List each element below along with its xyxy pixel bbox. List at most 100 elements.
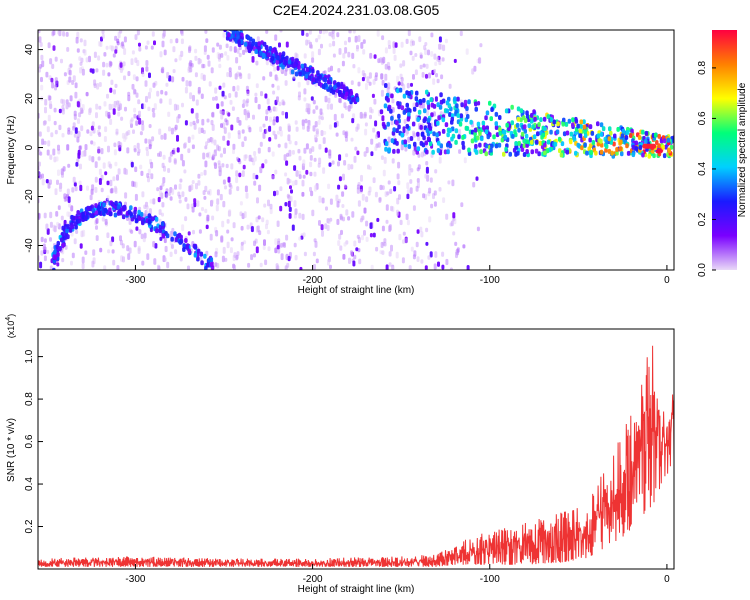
spectrogram-cell [67,130,71,135]
spectrogram-cell [224,118,228,123]
spectrogram-cell [73,182,77,187]
spectrogram-cell [206,214,210,222]
spectrogram-cell [201,118,205,126]
spectrogram-x-ticks: -300 -200 -100 0 [125,265,670,286]
spectrogram-cell [55,211,59,217]
spectrogram-cell [425,161,429,166]
spectrogram-cell [502,129,506,135]
spectrogram-cell [159,98,163,104]
spectrogram-cell [178,194,182,200]
spectrogram-cell [77,118,80,125]
spectrogram-cell [140,170,144,176]
spectrogram-cell [196,200,200,207]
spectrogram-cell [209,257,214,263]
spectrogram-cell [337,161,340,167]
spectrogram-cell [419,124,423,130]
spectrogram-cell [135,92,139,98]
spectrogram-cell [465,106,469,111]
spectrogram-cell [331,33,335,40]
spectrogram-cell [363,230,366,236]
spectrogram-cell [562,117,566,123]
spectrogram-cell [335,194,339,202]
spectrogram-cell [445,100,450,106]
spectrogram-x-tick-label: 0 [664,275,670,286]
spectrogram-cell [309,155,313,161]
spectrogram-cell [189,92,193,100]
spectrogram-cell [38,212,41,219]
spectrogram-cell [596,121,600,127]
spectrogram-cell [264,259,268,266]
spectrogram-cell [276,220,280,227]
spectrogram-cell [474,143,478,149]
spectrogram-cell [176,116,180,124]
spectrogram-cell [246,35,251,41]
spectrogram-cell [309,161,313,168]
spectrogram-cell [138,46,142,52]
spectrogram-cell [97,125,101,130]
spectrogram-cell [250,226,254,233]
spectrogram-cell [320,43,323,49]
spectrogram-cell [582,119,586,125]
spectrogram-cell [222,122,226,129]
spectrogram-cell [238,72,242,77]
spectrogram-cell [133,148,137,153]
spectrogram-cell [90,188,94,195]
spectrogram-cell [438,156,442,164]
spectrogram-cell [406,182,410,190]
spectrogram-cell [95,218,99,224]
spectrogram-cell [66,188,70,196]
spectrogram-cell [141,120,144,125]
spectrogram-cell [51,270,55,275]
spectrogram-cell [428,216,432,223]
spectrogram-cell [220,123,223,128]
spectrogram-cell [460,102,464,108]
spectrogram-cell [108,103,112,111]
spectrogram-cell [113,100,117,108]
spectrogram-cell [204,160,208,168]
spectrogram-cell [398,194,401,200]
spectrogram-cell [218,85,222,90]
spectrogram-cell [267,105,271,111]
spectrogram-cell [161,33,165,39]
spectrogram-cell [185,244,190,250]
spectrogram-cell [276,265,280,270]
spectrogram-cell [238,52,242,58]
spectrogram-cell [406,189,410,194]
spectrogram-cell [340,229,343,235]
spectrogram-cell [613,133,617,139]
spectrogram-cell [479,149,483,155]
spectrogram-cell [191,144,195,150]
spectrogram-cell [212,96,215,101]
spectrogram-cell [280,54,285,60]
spectrogram-cell [133,240,137,248]
snr-x-tick-label: -300 [125,574,145,585]
spectrogram-cell [317,34,321,40]
spectrogram-cell [583,129,587,135]
spectrogram-cell [134,193,138,201]
spectrogram-cell [498,130,502,136]
spectrogram-cell [396,209,399,217]
spectrogram-cell [414,96,419,102]
spectrogram-cell [145,60,149,67]
spectrogram-cell [126,147,130,154]
spectrogram-cell [80,125,84,132]
spectrogram-cell [112,53,116,58]
spectrogram-cell [114,35,118,41]
spectrogram-cell [69,63,73,68]
spectrogram-cell [307,119,311,127]
spectrogram-cell [344,47,348,54]
spectrogram-cell [158,218,162,225]
spectrogram-cell [253,253,256,258]
spectrogram-cell [330,103,333,110]
spectrogram-cell [197,173,201,179]
spectrogram-cell [224,185,227,190]
spectrogram-cell [97,55,101,61]
spectrogram-cell [84,250,88,255]
spectrogram-cell [488,100,492,106]
spectrogram-cell [65,228,69,234]
spectrogram-cell [431,149,435,155]
spectrogram-cell [38,161,41,167]
spectrogram-cell [306,80,310,86]
spectrogram-cell [113,89,116,95]
spectrogram-cell [504,146,508,152]
